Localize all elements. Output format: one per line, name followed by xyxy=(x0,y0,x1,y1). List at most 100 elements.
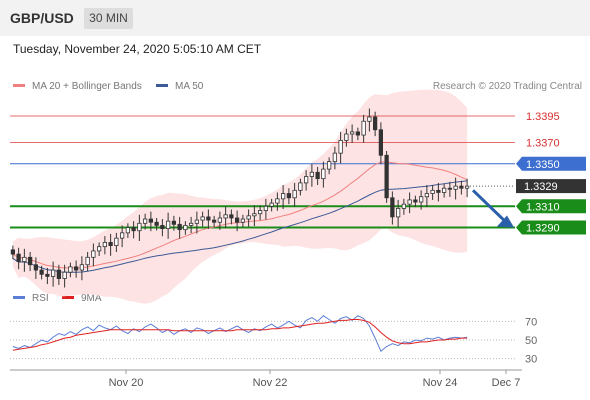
candle xyxy=(464,178,470,198)
candle-body xyxy=(56,269,62,279)
candle-body xyxy=(74,266,79,271)
candle xyxy=(447,181,452,197)
candle xyxy=(16,247,21,270)
ma50-line xyxy=(12,180,468,273)
rsi-panel: 70 50 30 xyxy=(10,315,537,366)
forecast-arrow-shaft xyxy=(471,189,507,223)
candle-body xyxy=(286,193,291,199)
rsi-ma-line xyxy=(12,319,468,351)
candle xyxy=(108,233,113,256)
candle xyxy=(160,219,165,237)
candle-body xyxy=(33,264,39,271)
support-label-1.3310: 1.3310 xyxy=(526,201,560,213)
candle xyxy=(142,213,148,230)
candle xyxy=(246,209,251,227)
candle-body xyxy=(108,242,113,247)
candle xyxy=(441,183,447,198)
candle-body xyxy=(206,216,211,221)
timestamp: Tuesday, November 24, 2020 5:05:10 AM CE… xyxy=(13,42,262,56)
legend-rsi: RSI xyxy=(13,293,49,304)
candle-body xyxy=(10,249,15,255)
pair-title: GBP/USD xyxy=(10,10,74,26)
candle-body xyxy=(447,187,452,190)
candle-body xyxy=(22,256,27,262)
candle-body xyxy=(303,176,309,184)
candle xyxy=(91,243,96,267)
candle-body xyxy=(125,227,131,234)
candle-body xyxy=(45,273,50,277)
candle-body xyxy=(217,217,222,223)
candle xyxy=(344,128,349,147)
candle xyxy=(459,180,464,195)
candle xyxy=(263,198,268,220)
candle xyxy=(292,182,297,207)
candle-body xyxy=(390,197,395,218)
rsi-tick-50: 50 xyxy=(525,335,537,347)
candle-body xyxy=(338,139,343,154)
candle-body xyxy=(257,210,263,215)
candle-body xyxy=(315,171,320,180)
candle-body xyxy=(91,250,96,258)
candle xyxy=(418,190,424,210)
candle xyxy=(85,251,90,272)
candle-body xyxy=(349,131,355,135)
candle-body xyxy=(441,187,447,193)
time-tick-label: Nov 22 xyxy=(253,377,288,389)
current-price-label: 1.3329 xyxy=(524,181,558,193)
9ma-swatch xyxy=(62,295,74,299)
candle-body xyxy=(177,223,182,231)
candle-body xyxy=(79,264,85,271)
candle xyxy=(424,185,429,207)
support-label-1.3290: 1.3290 xyxy=(526,223,560,235)
candle xyxy=(286,188,291,205)
candle xyxy=(154,217,159,231)
rsi-swatch xyxy=(13,295,25,299)
candle-body xyxy=(188,222,194,226)
candle-body xyxy=(211,219,217,223)
candle xyxy=(45,267,50,285)
candle-body xyxy=(97,246,102,252)
forecast-arrow-layer xyxy=(471,189,514,228)
support-tag-1.3310 xyxy=(516,199,586,214)
candle-body xyxy=(131,227,136,232)
candle xyxy=(56,264,62,285)
candle xyxy=(194,211,199,234)
candle-body xyxy=(165,220,171,230)
bollinger-band xyxy=(12,89,468,304)
candle xyxy=(131,221,136,239)
timeframe-badge[interactable]: 30 MIN xyxy=(84,8,133,29)
forecast-arrow-head xyxy=(497,215,514,228)
candle xyxy=(338,131,343,164)
candle-body xyxy=(401,203,406,209)
candle xyxy=(430,185,435,200)
candle-body xyxy=(436,189,441,193)
candle xyxy=(240,214,245,228)
candle xyxy=(407,192,412,214)
moving-average-layer xyxy=(12,161,468,273)
candle xyxy=(355,127,360,141)
candle-body xyxy=(332,152,337,163)
candle xyxy=(114,232,119,252)
candle xyxy=(177,216,182,239)
candle xyxy=(148,211,153,232)
candle xyxy=(188,216,194,234)
legend-rsi-label: RSI xyxy=(32,293,49,304)
candle xyxy=(275,192,280,211)
rsi-tick-30: 30 xyxy=(525,354,537,366)
candle xyxy=(413,195,418,208)
candle-body xyxy=(200,216,205,221)
candle xyxy=(27,251,33,272)
candle xyxy=(378,122,383,165)
legend-9ma-label: 9MA xyxy=(81,293,102,304)
candle-body xyxy=(183,225,188,231)
candle-body xyxy=(384,154,389,199)
pivot-tag-1.3350 xyxy=(516,156,586,171)
candle-body xyxy=(298,182,303,191)
candle-body xyxy=(367,116,372,122)
legend-ma20-label: MA 20 + Bollinger Bands xyxy=(32,81,142,92)
legend-ma20: MA 20 + Bollinger Bands xyxy=(13,81,142,92)
candle-body xyxy=(453,185,458,190)
candle-body xyxy=(120,232,125,239)
candle xyxy=(315,166,320,186)
